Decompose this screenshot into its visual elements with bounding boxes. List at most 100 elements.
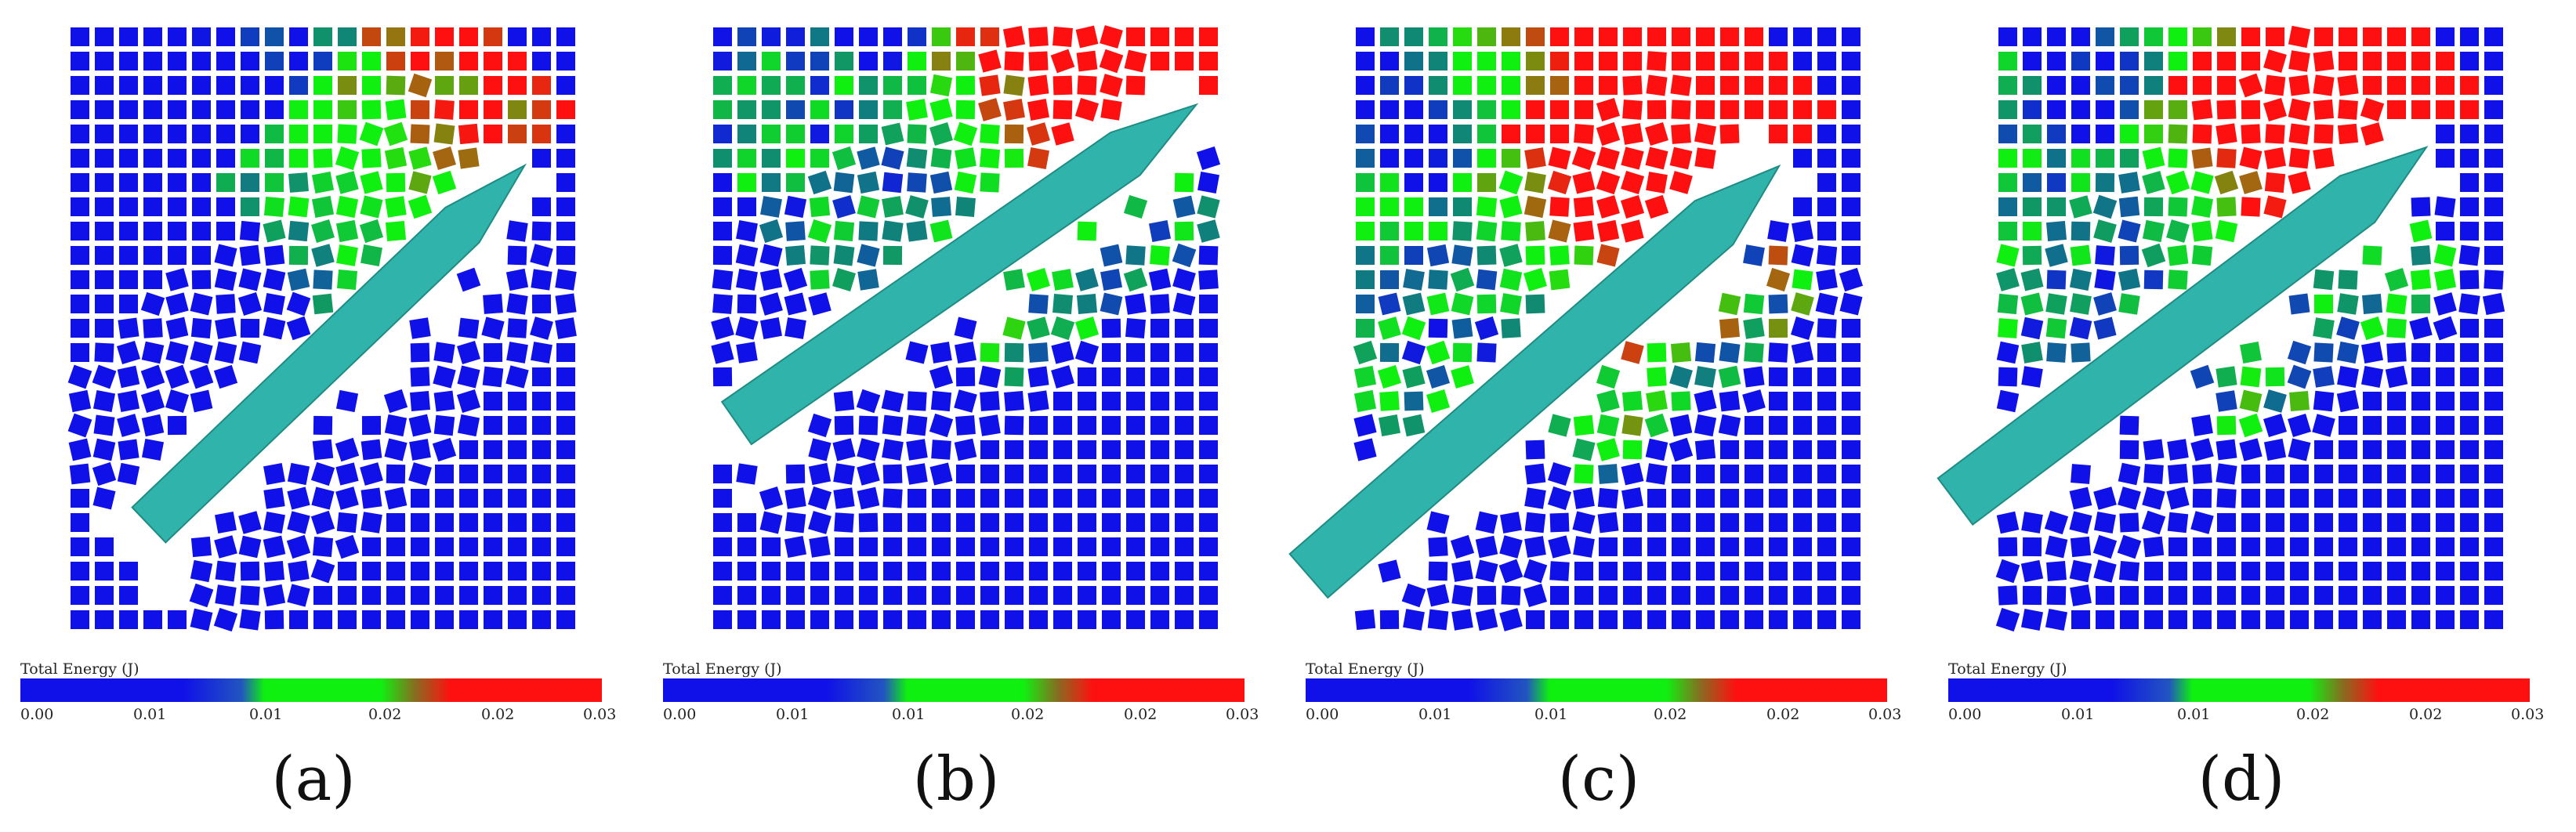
ice-floe bbox=[2339, 416, 2357, 435]
ice-floe bbox=[735, 317, 759, 340]
ice-floe bbox=[713, 222, 732, 241]
ice-floe bbox=[2167, 463, 2189, 485]
ice-floe bbox=[2314, 610, 2333, 629]
ice-floe bbox=[95, 125, 114, 143]
ice-floe bbox=[361, 415, 382, 436]
ice-floe bbox=[459, 76, 478, 95]
ice-floe bbox=[930, 147, 952, 169]
ice-floe bbox=[265, 100, 284, 119]
ice-floe bbox=[1743, 293, 1765, 315]
ice-floe bbox=[1596, 97, 1621, 122]
ice-floe bbox=[2484, 222, 2503, 241]
ice-floe bbox=[1004, 342, 1024, 363]
ice-floe bbox=[1694, 389, 1717, 413]
ice-floe bbox=[433, 123, 455, 145]
ice-floe bbox=[882, 196, 904, 218]
ice-floe bbox=[411, 52, 429, 71]
ice-floe bbox=[2263, 98, 2287, 121]
ice-floe bbox=[386, 537, 405, 556]
ice-floe bbox=[95, 562, 114, 581]
ice-floe bbox=[1172, 195, 1196, 219]
ice-floe bbox=[1150, 245, 1170, 266]
ice-floe bbox=[835, 76, 853, 95]
ice-floe bbox=[68, 438, 92, 461]
ice-floe bbox=[1150, 294, 1170, 314]
ice-floe bbox=[2023, 76, 2042, 95]
ice-floe bbox=[360, 439, 382, 461]
ice-floe bbox=[505, 365, 529, 389]
ice-floe bbox=[1718, 414, 1741, 437]
ice-floe bbox=[2044, 510, 2069, 535]
ice-floe bbox=[1453, 125, 1472, 143]
ice-floe bbox=[1429, 100, 1447, 119]
ice-floe bbox=[1028, 342, 1049, 363]
ice-floe bbox=[1175, 489, 1194, 508]
ice-floe bbox=[71, 270, 89, 289]
panel-a: Total Energy (J) 0.00 0.01 0.01 0.02 0.0… bbox=[0, 0, 627, 832]
ice-floe bbox=[1404, 197, 1423, 216]
ice-floe bbox=[881, 389, 904, 413]
ice-floe bbox=[1842, 197, 1860, 216]
ice-floe bbox=[1356, 27, 1375, 46]
colorbar-tick: 0.02 bbox=[2409, 706, 2443, 723]
ice-floe bbox=[1745, 562, 1763, 581]
ice-floe bbox=[2070, 584, 2092, 606]
ice-floe bbox=[435, 465, 454, 483]
ice-floe bbox=[2411, 342, 2431, 363]
ice-floe bbox=[238, 511, 262, 534]
ice-floe bbox=[408, 462, 432, 486]
ice-floe bbox=[2411, 76, 2430, 95]
ice-floe bbox=[786, 149, 805, 168]
ice-floe bbox=[1550, 586, 1569, 605]
ice-floe bbox=[410, 391, 430, 411]
ice-floe bbox=[834, 415, 854, 436]
ice-floe bbox=[1029, 537, 1048, 556]
ice-floe bbox=[2093, 219, 2117, 243]
ice-floe bbox=[312, 536, 334, 558]
ice-floe bbox=[2168, 586, 2187, 605]
ice-floe bbox=[1175, 586, 1194, 605]
ice-floe bbox=[2142, 171, 2165, 194]
ice-floe bbox=[1377, 364, 1402, 389]
ice-floe bbox=[2022, 585, 2042, 606]
ice-floe bbox=[556, 100, 575, 119]
ice-floe bbox=[1817, 318, 1837, 338]
ice-floe bbox=[1148, 219, 1172, 243]
ice-floe bbox=[1672, 586, 1690, 605]
ice-floe bbox=[556, 125, 575, 143]
ice-floe bbox=[359, 121, 384, 147]
ice-floe bbox=[288, 560, 310, 582]
ice-floe bbox=[1199, 392, 1218, 411]
ice-floe bbox=[1842, 149, 1860, 168]
ice-floe bbox=[1051, 365, 1074, 389]
ice-floe bbox=[1356, 149, 1375, 168]
ice-floe bbox=[484, 537, 502, 556]
ice-floe bbox=[2142, 219, 2165, 243]
colorbar-tick: 0.00 bbox=[1948, 706, 1982, 723]
ice-floe bbox=[1694, 147, 1716, 169]
ice-floe bbox=[1769, 76, 1788, 95]
ice-floe bbox=[71, 222, 89, 241]
ice-floe bbox=[786, 610, 805, 629]
ice-floe bbox=[1621, 462, 1644, 486]
ice-floe bbox=[1817, 465, 1836, 483]
ice-floe bbox=[2144, 586, 2163, 605]
ice-floe bbox=[1029, 416, 1048, 435]
ice-floe bbox=[532, 367, 551, 386]
ice-floe bbox=[165, 268, 189, 291]
ice-floe bbox=[1076, 293, 1098, 315]
ice-floe bbox=[2096, 27, 2114, 46]
ice-floe bbox=[1053, 75, 1073, 96]
ice-floe bbox=[711, 317, 734, 340]
colorbar-tick: 0.03 bbox=[2511, 706, 2545, 723]
ice-floe bbox=[2192, 124, 2212, 144]
ship-hull bbox=[1937, 146, 2429, 526]
ice-floe bbox=[168, 100, 187, 119]
colorbar-tick: 0.01 bbox=[249, 706, 283, 723]
ice-floe bbox=[810, 149, 829, 168]
ice-floe bbox=[1451, 609, 1473, 631]
ice-floe bbox=[532, 586, 551, 605]
ice-floe bbox=[1403, 269, 1425, 291]
ice-floe bbox=[165, 292, 189, 316]
ice-floe bbox=[411, 610, 429, 629]
